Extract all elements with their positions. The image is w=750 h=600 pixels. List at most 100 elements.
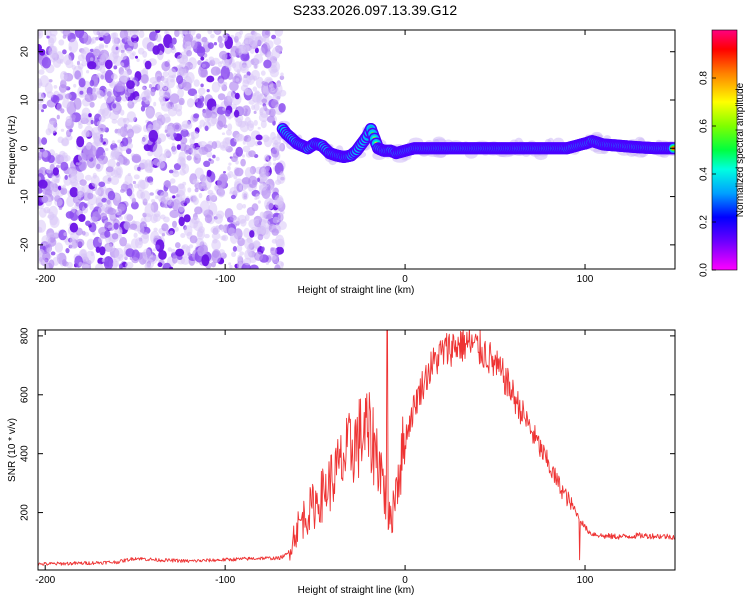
colorbar-tick-label: 0.4 xyxy=(699,167,710,181)
noise-blob xyxy=(153,227,158,232)
noise-blob xyxy=(100,212,108,220)
noise-blob xyxy=(228,115,232,120)
colorbar-gradient xyxy=(711,29,738,271)
noise-blob xyxy=(240,53,250,62)
noise-blob xyxy=(107,190,116,201)
noise-blob xyxy=(275,246,285,255)
noise-blob xyxy=(272,216,280,224)
noise-blob xyxy=(65,93,72,100)
noise-blob xyxy=(249,230,255,238)
noise-blob xyxy=(253,240,261,249)
noise-blob xyxy=(184,41,192,50)
noise-blob xyxy=(39,75,50,88)
noise-blob xyxy=(217,78,225,88)
noise-blob xyxy=(164,129,168,133)
noise-blob xyxy=(253,110,257,114)
noise-blob xyxy=(161,77,169,84)
noise-blob xyxy=(135,55,138,59)
noise-blob xyxy=(184,197,190,204)
noise-blob xyxy=(155,111,163,119)
noise-blob xyxy=(92,30,100,36)
noise-blob xyxy=(176,75,184,85)
noise-blob xyxy=(236,244,243,252)
x-tick-label: 0 xyxy=(402,575,408,586)
noise-blob xyxy=(38,226,43,233)
noise-blob xyxy=(266,40,274,49)
noise-blob xyxy=(118,215,123,221)
noise-blob xyxy=(137,166,141,171)
noise-blob xyxy=(56,254,60,259)
noise-blob xyxy=(273,37,282,46)
noise-blob xyxy=(161,102,171,112)
noise-blob xyxy=(39,207,47,218)
noise-blob xyxy=(198,226,205,234)
x-tick-label: -100 xyxy=(215,575,235,586)
noise-blob xyxy=(203,160,211,167)
noise-blob xyxy=(193,97,199,103)
noise-blob xyxy=(103,256,114,269)
noise-blob xyxy=(133,183,140,189)
noise-blob xyxy=(42,150,48,158)
noise-blob xyxy=(125,261,134,269)
snr-x-label: Height of straight line (km) xyxy=(298,585,415,596)
noise-blob xyxy=(83,203,88,209)
noise-blob xyxy=(100,74,104,80)
noise-blob xyxy=(105,166,114,173)
noise-blob xyxy=(136,58,140,62)
noise-blob xyxy=(217,93,226,101)
noise-blob xyxy=(180,233,186,238)
noise-blob xyxy=(165,125,175,135)
x-tick-label: -100 xyxy=(215,274,235,285)
noise-blob xyxy=(217,176,227,190)
noise-blob xyxy=(88,113,92,118)
noise-blob xyxy=(207,42,214,49)
noise-blob xyxy=(180,256,191,265)
noise-blob xyxy=(233,217,241,224)
noise-blob xyxy=(155,123,160,128)
noise-blob xyxy=(114,83,123,93)
noise-blob xyxy=(65,248,70,254)
noise-blob xyxy=(90,175,100,187)
noise-blob xyxy=(78,78,86,88)
noise-blob xyxy=(94,158,104,172)
noise-blob xyxy=(148,129,159,143)
noise-blob xyxy=(266,51,273,60)
noise-blob xyxy=(268,81,274,88)
noise-blob xyxy=(165,197,172,205)
noise-blob xyxy=(275,234,285,248)
noise-blob xyxy=(227,123,233,131)
noise-blob xyxy=(174,226,179,232)
noise-blob xyxy=(66,261,73,269)
y-tick-label: 800 xyxy=(20,327,31,344)
noise-blob xyxy=(65,211,75,219)
colorbar-tick-label: 0.2 xyxy=(699,215,710,229)
noise-blob xyxy=(171,37,177,45)
snr-series xyxy=(38,330,675,566)
noise-blob xyxy=(38,92,45,104)
noise-blob xyxy=(274,264,281,269)
noise-blob xyxy=(131,30,138,34)
noise-blob xyxy=(203,144,213,153)
noise-blob xyxy=(169,43,174,49)
noise-blob xyxy=(201,254,210,267)
noise-blob xyxy=(220,65,230,80)
noise-blob xyxy=(272,162,277,166)
noise-blob xyxy=(155,195,159,200)
x-tick-label: 0 xyxy=(402,274,408,285)
noise-blob xyxy=(210,66,221,76)
noise-blob xyxy=(197,183,204,190)
noise-blob xyxy=(41,104,48,109)
noise-blob xyxy=(115,194,121,201)
noise-blob xyxy=(119,70,130,83)
noise-blob xyxy=(69,242,78,249)
noise-blob xyxy=(176,144,181,151)
noise-blob xyxy=(98,181,106,188)
noise-blob xyxy=(226,90,235,102)
noise-blob xyxy=(171,142,175,148)
y-tick-label: 600 xyxy=(20,386,31,403)
noise-blob xyxy=(280,72,284,77)
noise-blob xyxy=(92,133,98,140)
noise-blob xyxy=(172,255,178,264)
noise-blob xyxy=(135,96,142,102)
noise-blob xyxy=(41,235,51,245)
